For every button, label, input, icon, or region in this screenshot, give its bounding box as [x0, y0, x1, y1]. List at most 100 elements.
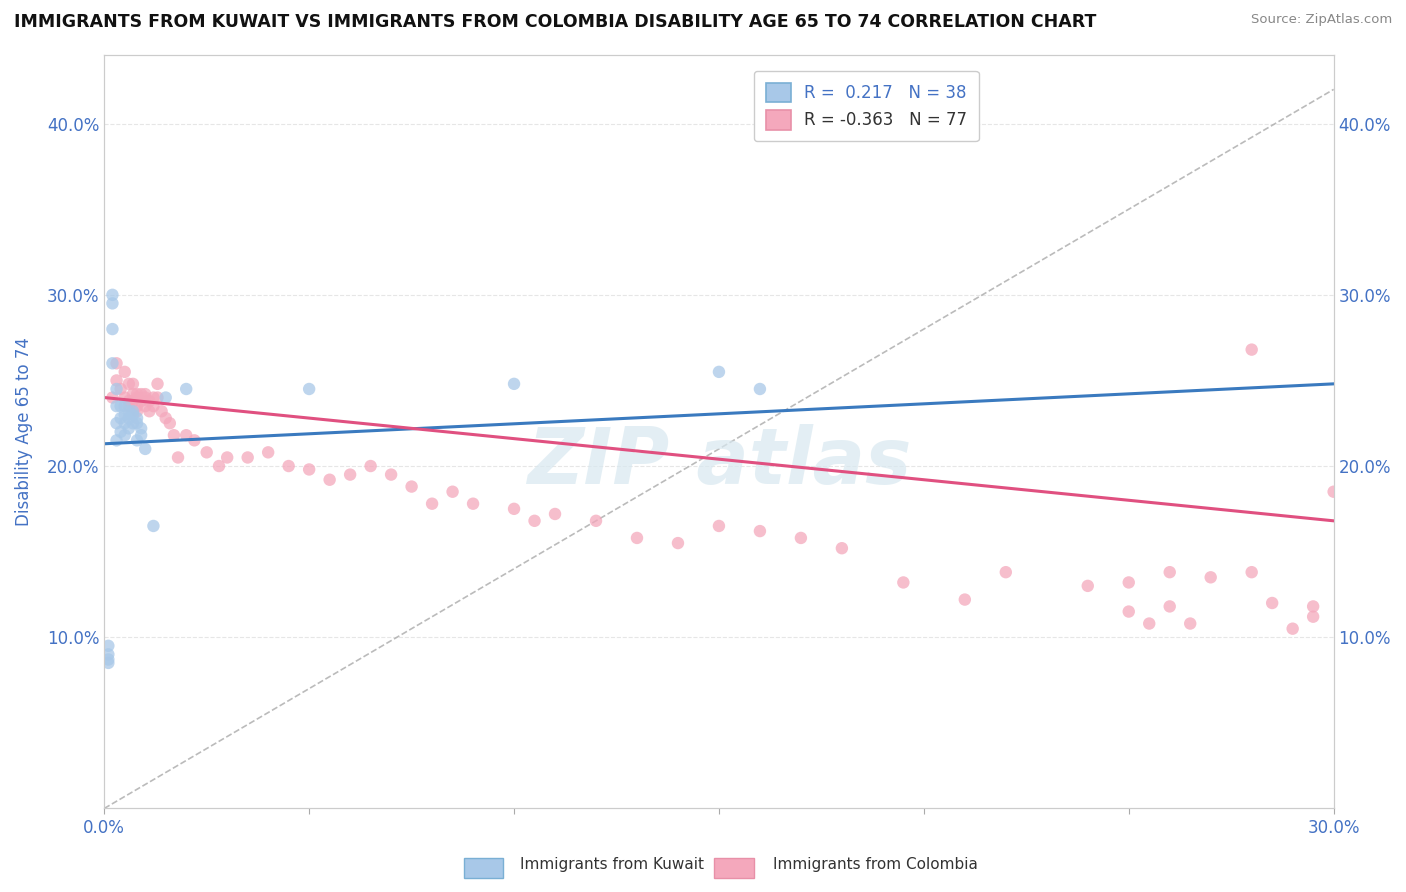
Point [544, 507, 567, 521]
Text: Source: ZipAtlas.com: Source: ZipAtlas.com [1251, 13, 1392, 27]
Point [129, 428, 152, 442]
Point [134, 399, 156, 413]
Point [208, 458, 231, 473]
Point [1137, 616, 1160, 631]
Point [122, 387, 145, 401]
Point [1199, 570, 1222, 584]
Point [125, 434, 148, 448]
Point [953, 592, 976, 607]
Point [122, 408, 145, 422]
Point [142, 399, 165, 413]
Point [118, 421, 141, 435]
Point [298, 462, 321, 476]
Point [1281, 622, 1303, 636]
Point [1159, 565, 1181, 579]
Point [790, 531, 813, 545]
Point [129, 394, 152, 409]
Point [159, 416, 181, 430]
Point [318, 473, 340, 487]
Point [105, 416, 128, 430]
Point [110, 399, 132, 413]
Point [134, 391, 156, 405]
Text: IMMIGRANTS FROM KUWAIT VS IMMIGRANTS FROM COLOMBIA DISABILITY AGE 65 TO 74 CORRE: IMMIGRANTS FROM KUWAIT VS IMMIGRANTS FRO… [14, 13, 1097, 31]
Point [114, 428, 136, 442]
Point [118, 376, 141, 391]
Point [105, 373, 128, 387]
Point [441, 484, 464, 499]
Y-axis label: Disability Age 65 to 74: Disability Age 65 to 74 [15, 337, 32, 526]
Point [380, 467, 402, 482]
Point [503, 376, 526, 391]
Point [183, 434, 205, 448]
Point [122, 404, 145, 418]
Point [174, 382, 197, 396]
Point [125, 399, 148, 413]
Point [523, 514, 546, 528]
Point [1118, 605, 1140, 619]
Point [101, 322, 124, 336]
Point [257, 445, 280, 459]
Point [110, 411, 132, 425]
Point [585, 514, 607, 528]
Point [114, 408, 136, 422]
Point [1240, 565, 1263, 579]
Point [118, 411, 141, 425]
Point [105, 399, 128, 413]
Point [1261, 596, 1284, 610]
Point [122, 376, 145, 391]
Point [891, 575, 914, 590]
Point [125, 391, 148, 405]
Point [125, 387, 148, 401]
Point [1302, 609, 1324, 624]
Text: Immigrants from Colombia: Immigrants from Colombia [773, 857, 979, 872]
Point [101, 391, 124, 405]
Point [1159, 599, 1181, 614]
Point [339, 467, 361, 482]
Point [174, 428, 197, 442]
Point [97, 639, 120, 653]
Point [707, 519, 730, 533]
Point [748, 382, 770, 396]
Point [105, 434, 128, 448]
Point [97, 656, 120, 670]
Point [101, 296, 124, 310]
Point [298, 382, 321, 396]
Point [146, 391, 169, 405]
Point [97, 648, 120, 662]
Point [118, 404, 141, 418]
Point [167, 450, 190, 465]
Point [134, 387, 156, 401]
Text: Immigrants from Kuwait: Immigrants from Kuwait [520, 857, 704, 872]
Point [114, 416, 136, 430]
Point [1077, 579, 1099, 593]
Point [831, 541, 853, 556]
Point [1240, 343, 1263, 357]
Point [138, 404, 160, 418]
Point [125, 404, 148, 418]
Point [110, 382, 132, 396]
Point [666, 536, 689, 550]
Point [122, 394, 145, 409]
Point [1118, 575, 1140, 590]
Point [125, 411, 148, 425]
Point [129, 421, 152, 435]
Point [101, 356, 124, 370]
Point [142, 519, 165, 533]
Point [1323, 484, 1346, 499]
Point [217, 450, 239, 465]
Point [401, 479, 423, 493]
Point [503, 501, 526, 516]
Point [129, 387, 152, 401]
Point [1302, 599, 1324, 614]
Point [994, 565, 1017, 579]
Point [277, 458, 299, 473]
Point [626, 531, 648, 545]
Point [155, 411, 177, 425]
Legend: R =  0.217   N = 38, R = -0.363   N = 77: R = 0.217 N = 38, R = -0.363 N = 77 [754, 71, 979, 141]
Point [155, 391, 177, 405]
Point [105, 382, 128, 396]
Point [110, 425, 132, 439]
Point [150, 404, 173, 418]
Point [118, 394, 141, 409]
Point [1180, 616, 1202, 631]
